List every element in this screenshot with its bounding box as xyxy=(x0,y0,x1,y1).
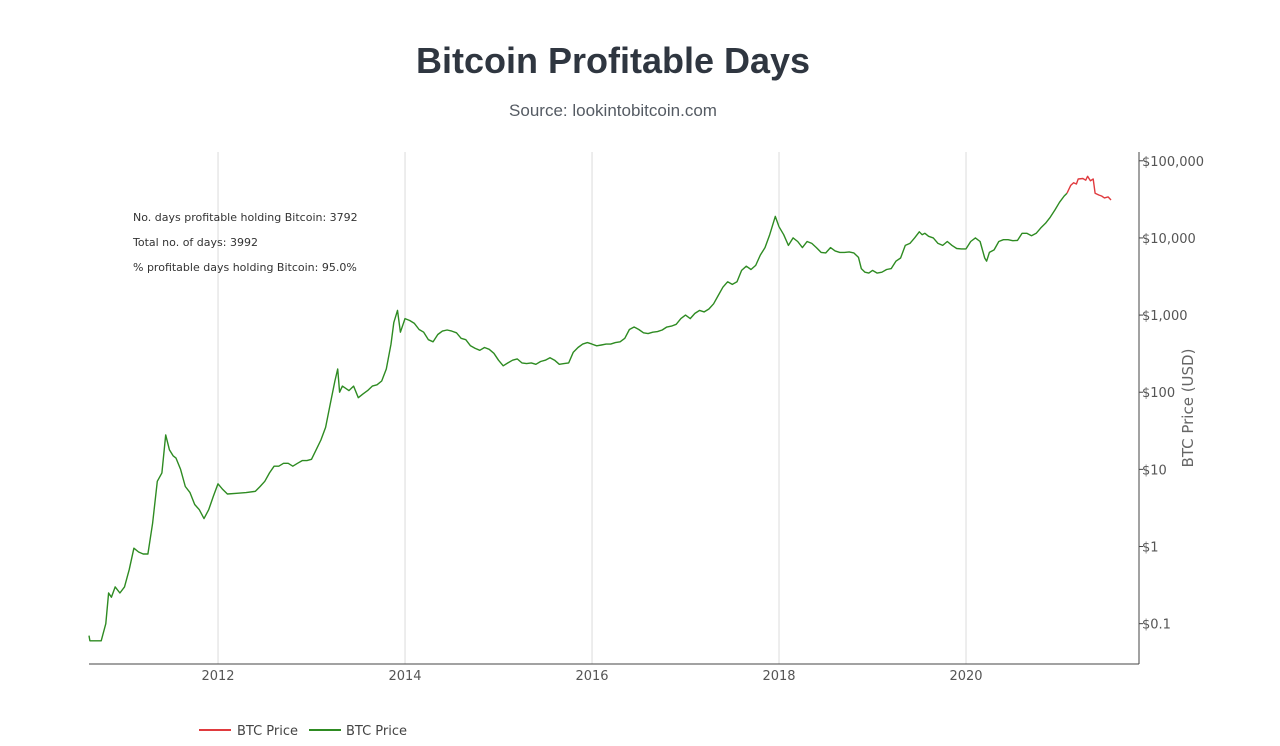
annotation-profitable-days: No. days profitable holding Bitcoin: 379… xyxy=(133,211,358,224)
chart-title: Bitcoin Profitable Days xyxy=(415,40,811,81)
x-tick-2020: 2020 xyxy=(949,669,982,684)
y-tick-label: $1,000 xyxy=(1142,309,1188,324)
x-tick-2012: 2012 xyxy=(201,669,234,684)
x-tick-2018: 2018 xyxy=(762,669,795,684)
y-tick-label: $10,000 xyxy=(1142,232,1196,247)
y-tick-label: $0.1 xyxy=(1142,618,1171,633)
legend-label-green[interactable]: BTC Price xyxy=(346,724,407,739)
y-axis-ticks: $0.1 $1 $10 $100 $1,000 $10,000 $100,000 xyxy=(1139,155,1204,633)
series-layer xyxy=(88,175,1112,642)
x-axis-ticks: 2012 2014 2016 2018 2020 xyxy=(201,669,982,684)
annotation-percent-profitable: % profitable days holding Bitcoin: 95.0% xyxy=(133,261,357,274)
x-gridlines xyxy=(217,152,967,664)
x-tick-2016: 2016 xyxy=(575,669,608,684)
y-tick-label: $10 xyxy=(1142,463,1167,478)
legend-label-red[interactable]: BTC Price xyxy=(237,724,298,739)
annotation-box: No. days profitable holding Bitcoin: 379… xyxy=(132,211,358,274)
y-tick-label: $1 xyxy=(1142,541,1159,556)
series-line-green xyxy=(88,192,1068,642)
y-axis-label: BTC Price (USD) xyxy=(1179,349,1197,468)
legend: BTC Price BTC Price xyxy=(199,724,407,739)
chart-subtitle: Source: lookintobitcoin.com xyxy=(509,101,717,120)
x-tick-2014: 2014 xyxy=(388,669,421,684)
y-tick-label: $100 xyxy=(1142,386,1175,401)
annotation-total-days: Total no. of days: 3992 xyxy=(132,236,258,249)
y-tick-label: $100,000 xyxy=(1142,155,1204,170)
series-line-red xyxy=(1066,175,1112,201)
